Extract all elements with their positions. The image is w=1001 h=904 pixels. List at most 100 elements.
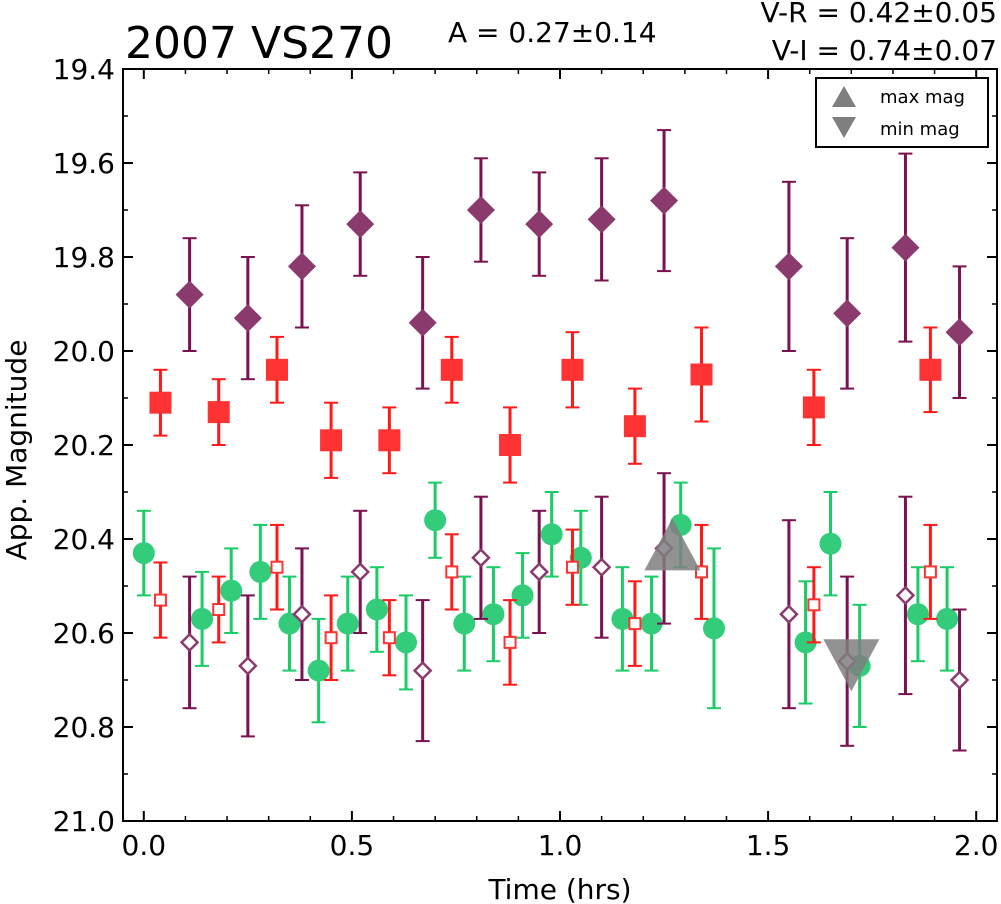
- chart-title: 2007 VS270: [125, 18, 393, 69]
- data-point-square-open: [807, 598, 821, 612]
- x-tick-label: 0.5: [330, 829, 375, 862]
- data-point-circle: [220, 579, 243, 602]
- y-tick-label: 20.6: [53, 617, 115, 650]
- y-tick-label: 21.0: [53, 805, 115, 838]
- max-mag-marker: [644, 518, 701, 571]
- data-point-diamond-open: [238, 656, 258, 676]
- x-axis-label: Time (hrs): [487, 873, 631, 904]
- data-point-diamond: [233, 304, 262, 333]
- data-point-square: [149, 391, 172, 414]
- data-point-diamond: [408, 308, 437, 337]
- extrema-markers: [644, 518, 880, 692]
- data-point-circle: [794, 631, 817, 654]
- data-point-diamond-open: [949, 670, 970, 690]
- y-tick-label: 20.0: [53, 335, 115, 368]
- data-point-diamond: [175, 280, 204, 309]
- data-point-square: [623, 415, 646, 438]
- y-tick-label: 20.4: [53, 523, 115, 556]
- legend-min-mag-label: min mag: [880, 119, 960, 140]
- data-point-diamond: [774, 252, 803, 281]
- data-point-diamond-open: [471, 548, 491, 568]
- data-point-circle: [336, 612, 359, 635]
- data-point-diamond-open: [895, 585, 916, 606]
- data-point-circle: [453, 612, 476, 635]
- data-point-circle: [702, 617, 725, 640]
- data-point-square: [320, 429, 343, 452]
- data-point-circle: [611, 607, 634, 630]
- y-tick-label: 19.6: [53, 147, 115, 180]
- data-point-square-open: [628, 617, 642, 631]
- data-point-square-open: [923, 565, 937, 579]
- data-point-diamond-open: [412, 660, 433, 681]
- data-point-diamond-open: [529, 562, 549, 582]
- data-point-diamond: [525, 210, 554, 239]
- data-point-square-open: [270, 560, 284, 574]
- y-tick-label: 20.8: [53, 711, 115, 744]
- data-point-square-open: [324, 631, 338, 645]
- data-point-circle: [511, 584, 534, 607]
- data-point-diamond-open: [292, 604, 312, 624]
- y-axis-ticks: 19.4 19.6 19.8 20.0 20.2 20.4 20.6 20.8 21.0: [53, 53, 997, 838]
- data-point-circle: [395, 631, 418, 654]
- y-tick-label: 19.4: [53, 53, 115, 86]
- data-point-square-open: [565, 560, 579, 574]
- data-point-square: [802, 396, 825, 419]
- data-point-square-open: [382, 631, 396, 645]
- data-point-square-open: [212, 603, 226, 616]
- data-point-circle: [906, 603, 929, 626]
- data-point-diamond: [587, 205, 616, 234]
- data-point-circle: [640, 612, 663, 635]
- y-tick-label: 20.2: [53, 429, 115, 462]
- x-axis-ticks: 0.0 0.5 1.0 1.5 2.0: [122, 69, 999, 862]
- data-point-circle: [819, 532, 842, 555]
- data-point-square-open: [153, 593, 167, 607]
- data-point-square: [499, 434, 522, 456]
- x-tick-label: 0.0: [122, 829, 167, 862]
- amplitude-label: A = 0.27±0.14: [448, 16, 657, 49]
- data-point-square-open: [695, 565, 709, 579]
- color-vr-label: V-R = 0.42±0.05: [761, 0, 997, 29]
- x-tick-label: 2.0: [954, 829, 999, 862]
- data-point-square: [440, 358, 463, 381]
- data-point-diamond-open: [779, 604, 799, 624]
- data-point-circle: [540, 523, 563, 546]
- min-mag-marker: [823, 639, 880, 692]
- data-point-square: [207, 401, 230, 424]
- data-point-diamond: [287, 252, 316, 281]
- data-point-diamond: [945, 318, 974, 347]
- data-point-circle: [482, 603, 505, 626]
- x-tick-label: 1.5: [746, 829, 791, 862]
- data-point-diamond-open: [179, 632, 200, 653]
- x-tick-label: 1.0: [538, 829, 583, 862]
- data-point-circle: [365, 598, 388, 621]
- legend: max mag min mag: [815, 77, 989, 148]
- y-tick-label: 19.8: [53, 241, 115, 274]
- data-point-square-open: [445, 565, 459, 579]
- legend-max-mag-icon: [832, 86, 856, 107]
- data-point-circle: [249, 560, 272, 583]
- y-axis-label: App. Magnitude: [0, 340, 33, 561]
- data-point-diamond: [833, 299, 862, 328]
- legend-min-mag-icon: [832, 117, 856, 138]
- data-point-circle: [191, 607, 214, 630]
- data-point-circle: [936, 607, 959, 630]
- legend-max-mag-label: max mag: [880, 87, 965, 108]
- data-point-square-open: [503, 635, 517, 649]
- data-point-circle: [307, 659, 330, 682]
- data-point-diamond: [466, 196, 495, 224]
- data-point-square: [378, 429, 401, 452]
- data-point-square: [265, 358, 288, 381]
- data-point-diamond: [650, 186, 679, 215]
- data-point-diamond-open: [591, 557, 612, 577]
- data-marks: [132, 129, 974, 752]
- data-point-square: [919, 358, 942, 381]
- data-point-circle: [132, 542, 155, 565]
- color-vi-label: V-I = 0.74±0.07: [772, 34, 997, 67]
- data-point-square: [690, 363, 713, 386]
- data-point-circle: [278, 612, 301, 635]
- data-point-circle: [424, 509, 447, 532]
- data-point-diamond: [346, 210, 375, 239]
- data-point-diamond: [891, 233, 920, 262]
- data-point-square: [561, 358, 584, 381]
